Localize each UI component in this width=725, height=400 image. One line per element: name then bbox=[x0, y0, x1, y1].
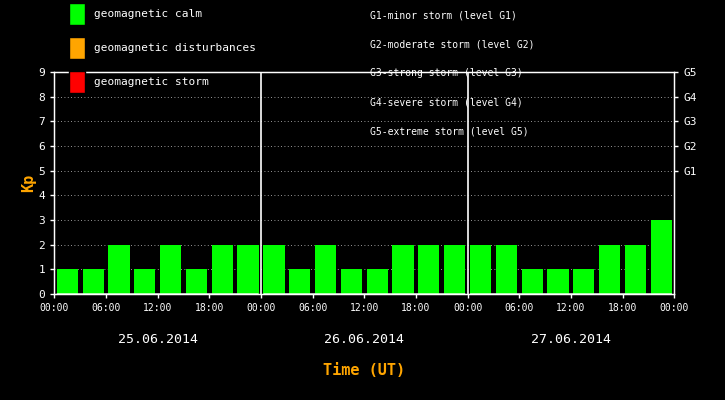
Bar bbox=[108, 245, 130, 294]
Text: G4-severe storm (level G4): G4-severe storm (level G4) bbox=[370, 98, 523, 108]
Bar bbox=[341, 269, 362, 294]
Bar bbox=[186, 269, 207, 294]
Bar bbox=[238, 245, 259, 294]
Bar bbox=[160, 245, 181, 294]
Text: 26.06.2014: 26.06.2014 bbox=[324, 333, 405, 346]
Bar bbox=[315, 245, 336, 294]
Bar bbox=[367, 269, 388, 294]
Bar bbox=[418, 245, 439, 294]
Bar bbox=[573, 269, 594, 294]
Bar bbox=[444, 245, 465, 294]
Bar bbox=[392, 245, 414, 294]
Text: G1-minor storm (level G1): G1-minor storm (level G1) bbox=[370, 10, 517, 20]
Bar bbox=[263, 245, 284, 294]
Text: geomagnetic calm: geomagnetic calm bbox=[94, 9, 202, 19]
Bar bbox=[496, 245, 517, 294]
Bar bbox=[547, 269, 568, 294]
Text: Time (UT): Time (UT) bbox=[323, 364, 405, 378]
Bar bbox=[134, 269, 155, 294]
Text: geomagnetic disturbances: geomagnetic disturbances bbox=[94, 43, 256, 53]
Bar bbox=[83, 269, 104, 294]
Text: 27.06.2014: 27.06.2014 bbox=[531, 333, 611, 346]
Text: geomagnetic storm: geomagnetic storm bbox=[94, 77, 209, 87]
Bar bbox=[599, 245, 621, 294]
Text: G2-moderate storm (level G2): G2-moderate storm (level G2) bbox=[370, 39, 534, 49]
Bar bbox=[625, 245, 646, 294]
Bar bbox=[212, 245, 233, 294]
Text: 25.06.2014: 25.06.2014 bbox=[117, 333, 198, 346]
Bar bbox=[521, 269, 543, 294]
Bar bbox=[57, 269, 78, 294]
Bar bbox=[470, 245, 491, 294]
Y-axis label: Kp: Kp bbox=[21, 174, 36, 192]
Bar bbox=[651, 220, 672, 294]
Bar bbox=[289, 269, 310, 294]
Text: G5-extreme storm (level G5): G5-extreme storm (level G5) bbox=[370, 127, 529, 137]
Text: G3-strong storm (level G3): G3-strong storm (level G3) bbox=[370, 68, 523, 78]
